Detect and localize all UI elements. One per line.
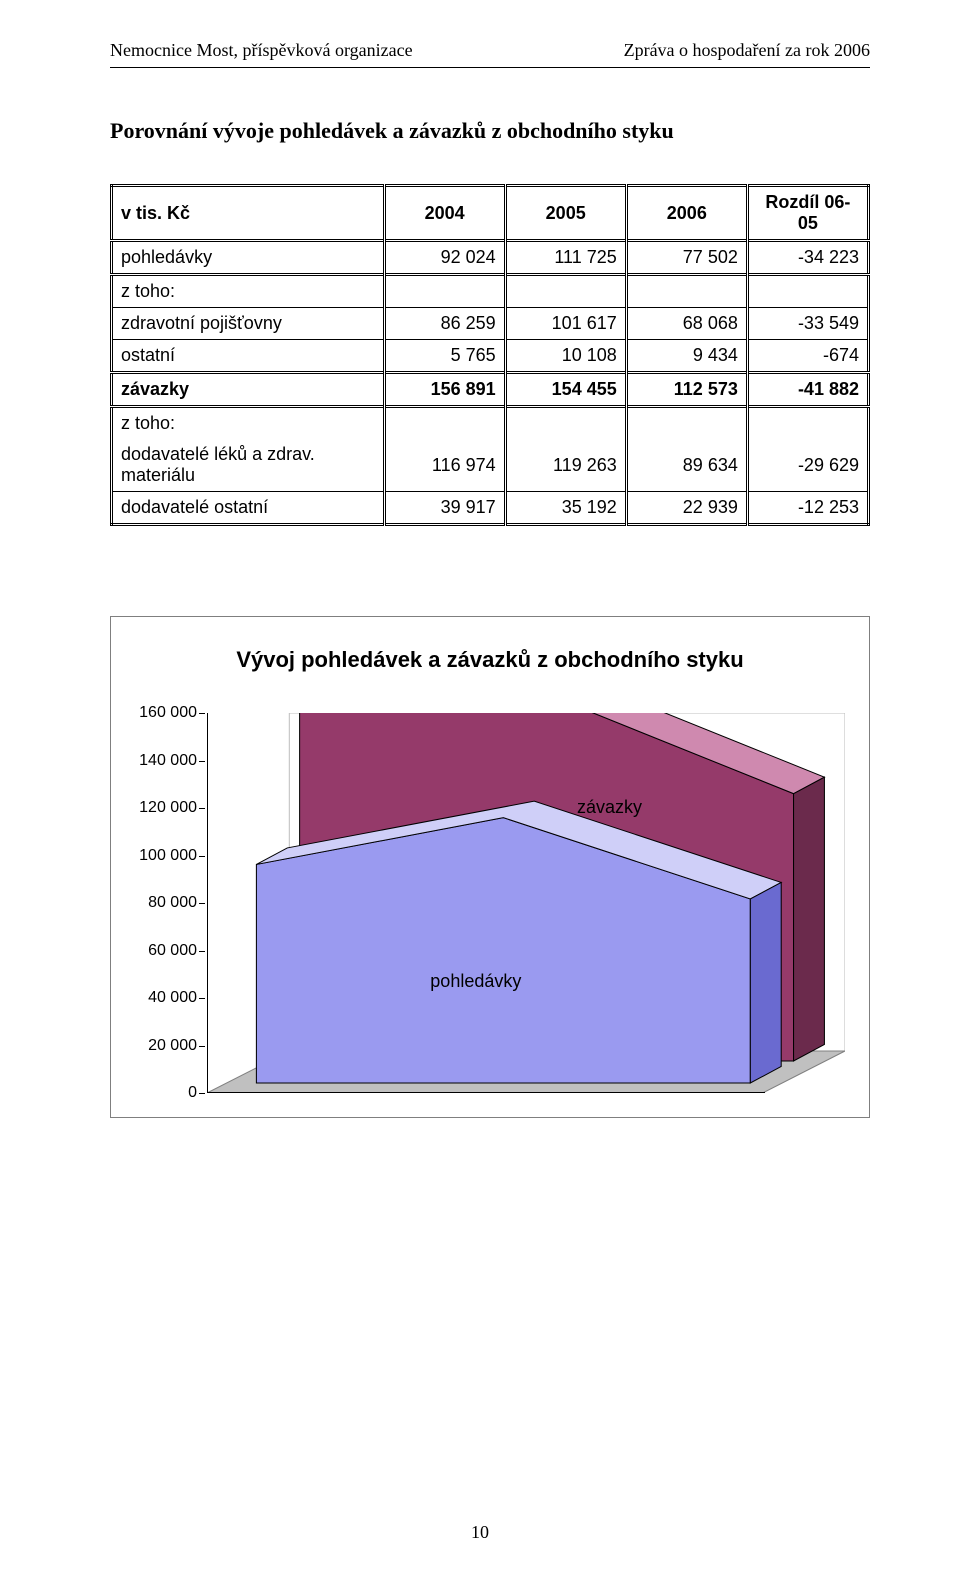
table-row-label: z toho: <box>112 407 385 440</box>
table-row-label: pohledávky <box>112 241 385 275</box>
table-cell: 111 725 <box>505 241 626 275</box>
table-row-label: zdravotní pojišťovny <box>112 308 385 340</box>
table-cell <box>626 407 747 440</box>
chart-frame: Vývoj pohledávek a závazků z obchodního … <box>110 616 870 1118</box>
y-tick-label: 60 000 <box>148 942 197 960</box>
y-tick-label: 140 000 <box>139 752 197 770</box>
table-cell <box>747 275 868 308</box>
table-cell: 156 891 <box>384 373 505 407</box>
table-header: 2005 <box>505 186 626 241</box>
table-cell: 92 024 <box>384 241 505 275</box>
chart-series-label: pohledávky <box>430 971 521 992</box>
table-cell: 9 434 <box>626 340 747 373</box>
data-table: v tis. Kč200420052006Rozdíl 06-05 pohledá… <box>110 184 870 526</box>
chart-series-side <box>794 777 825 1061</box>
table-cell <box>505 407 626 440</box>
table-cell <box>505 275 626 308</box>
table-row-label: závazky <box>112 373 385 407</box>
table-cell: 86 259 <box>384 308 505 340</box>
table-cell: 77 502 <box>626 241 747 275</box>
table-row-label: dodavatelé léků a zdrav. materiálu <box>112 439 385 492</box>
table-cell: 101 617 <box>505 308 626 340</box>
header-left: Nemocnice Most, příspěvková organizace <box>110 40 413 61</box>
table-cell <box>747 407 868 440</box>
y-tick-label: 40 000 <box>148 989 197 1007</box>
y-tick-label: 160 000 <box>139 704 197 722</box>
table-cell: 116 974 <box>384 439 505 492</box>
table-cell <box>384 275 505 308</box>
table-cell: 5 765 <box>384 340 505 373</box>
table-cell: 35 192 <box>505 492 626 525</box>
table-row-label: ostatní <box>112 340 385 373</box>
table-cell: -12 253 <box>747 492 868 525</box>
y-tick-label: 100 000 <box>139 847 197 865</box>
table-cell: 68 068 <box>626 308 747 340</box>
table-header: 2006 <box>626 186 747 241</box>
table-cell: -34 223 <box>747 241 868 275</box>
table-row-label: dodavatelé ostatní <box>112 492 385 525</box>
header-right: Zpráva o hospodaření za rok 2006 <box>624 40 870 61</box>
y-tick-label: 80 000 <box>148 894 197 912</box>
table-cell: -41 882 <box>747 373 868 407</box>
table-cell: 119 263 <box>505 439 626 492</box>
y-tick-label: 120 000 <box>139 799 197 817</box>
table-cell: 89 634 <box>626 439 747 492</box>
chart-y-axis: 160 000140 000120 000100 00080 00060 000… <box>135 713 201 1093</box>
table-cell: 112 573 <box>626 373 747 407</box>
table-cell: 10 108 <box>505 340 626 373</box>
table-cell: -29 629 <box>747 439 868 492</box>
axis-horizontal <box>207 1092 765 1093</box>
table-header: Rozdíl 06-05 <box>747 186 868 241</box>
table-header: 2004 <box>384 186 505 241</box>
table-cell: -674 <box>747 340 868 373</box>
table-row-label: z toho: <box>112 275 385 308</box>
header-rule <box>110 67 870 68</box>
table-header: v tis. Kč <box>112 186 385 241</box>
table-cell: 22 939 <box>626 492 747 525</box>
chart-plot: závazky pohledávky <box>207 713 845 1093</box>
page-number: 10 <box>0 1522 960 1543</box>
chart-title: Vývoj pohledávek a závazků z obchodního … <box>135 647 845 673</box>
table-cell: 39 917 <box>384 492 505 525</box>
table-cell <box>626 275 747 308</box>
table-cell <box>384 407 505 440</box>
chart-svg <box>207 713 845 1093</box>
y-tick-label: 0 <box>188 1084 197 1102</box>
section-title: Porovnání vývoje pohledávek a závazků z … <box>110 118 870 144</box>
chart-series-label: závazky <box>577 797 642 818</box>
table-cell: -33 549 <box>747 308 868 340</box>
y-tick-label: 20 000 <box>148 1037 197 1055</box>
chart-series-side <box>750 882 781 1083</box>
table-cell: 154 455 <box>505 373 626 407</box>
